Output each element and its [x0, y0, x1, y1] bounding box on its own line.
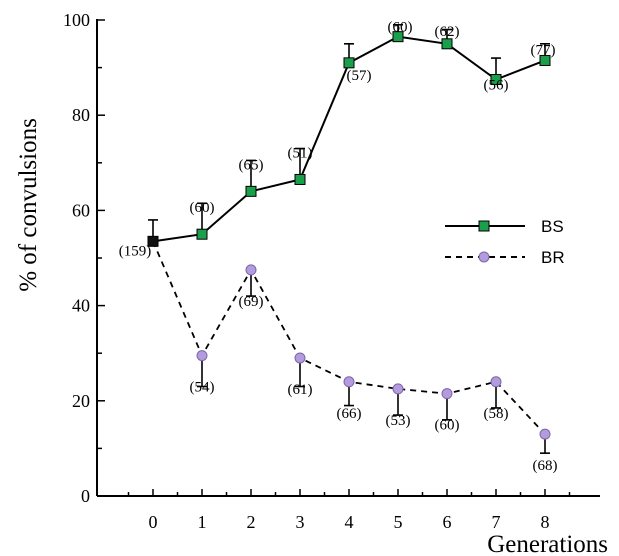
x-tick-label: 4	[345, 512, 354, 532]
bs-n-label: (60)	[190, 200, 215, 216]
br-point	[539, 428, 551, 440]
y-tick-label: 80	[72, 105, 90, 125]
br-n-label: (68)	[533, 458, 558, 474]
br-point	[343, 376, 355, 388]
y-tick-label: 60	[72, 200, 90, 220]
x-tick-label: 3	[296, 512, 305, 532]
x-axis-title: Generations	[487, 531, 608, 556]
br-n-label: (61)	[288, 382, 313, 398]
series-layer	[147, 23, 551, 454]
y-tick-label: 20	[72, 391, 90, 411]
br-n-label: (66)	[337, 406, 362, 422]
br-n-label: (54)	[190, 380, 215, 396]
legend: BS BR	[445, 217, 565, 267]
br-n-label: (53)	[386, 413, 411, 429]
legend-bs-label: BS	[541, 217, 564, 236]
bs-n-label: (51)	[288, 145, 313, 161]
x-tick-label: 1	[198, 512, 207, 532]
bs-point	[441, 38, 453, 50]
y-axis-title: % of convulsions	[15, 118, 42, 292]
bs-point	[245, 185, 257, 197]
y-axis-ticks: 0 20 40 60 80 100	[63, 10, 105, 506]
bs-point	[392, 31, 404, 43]
legend-br-label: BR	[541, 248, 565, 267]
br-point	[245, 264, 257, 276]
x-tick-label: 0	[149, 512, 158, 532]
bs-n-label: (159)	[119, 243, 152, 259]
br-point	[294, 352, 306, 364]
y-tick-label: 0	[81, 486, 90, 506]
y-tick-label: 100	[63, 10, 90, 30]
br-point	[490, 376, 502, 388]
bs-n-label: (60)	[388, 20, 413, 36]
br-point	[441, 388, 453, 400]
bs-n-label: (57)	[347, 68, 372, 84]
bs-point	[294, 173, 306, 185]
bs-n-label: (62)	[435, 24, 460, 40]
bs-n-label: (65)	[239, 157, 264, 173]
bs-n-label: (56)	[484, 78, 509, 94]
n-labels-layer: (159) (60) (65) (51) (57) (60) (62) (56) (77) (54…	[119, 20, 558, 474]
bs-point	[147, 235, 159, 247]
br-n-label: (69)	[239, 294, 264, 310]
bs-point	[539, 54, 551, 66]
legend-br-marker	[478, 251, 490, 263]
bs-point	[490, 74, 502, 85]
legend-bs-marker	[478, 220, 490, 232]
y-tick-label: 40	[72, 296, 90, 316]
bs-n-label: (77)	[531, 42, 556, 58]
x-axis-ticks: 0 1 2 3 4 5 6 7 8	[127, 489, 571, 532]
bs-point	[196, 228, 208, 240]
br-point	[392, 383, 404, 395]
x-tick-label: 2	[247, 512, 256, 532]
bs-point	[343, 57, 355, 69]
x-tick-label: 5	[394, 512, 403, 532]
x-tick-label: 8	[541, 512, 550, 532]
x-tick-label: 7	[492, 512, 501, 532]
br-n-label: (58)	[484, 406, 509, 422]
x-tick-label: 6	[443, 512, 452, 532]
br-point	[196, 350, 208, 362]
br-n-label: (60)	[435, 418, 460, 434]
